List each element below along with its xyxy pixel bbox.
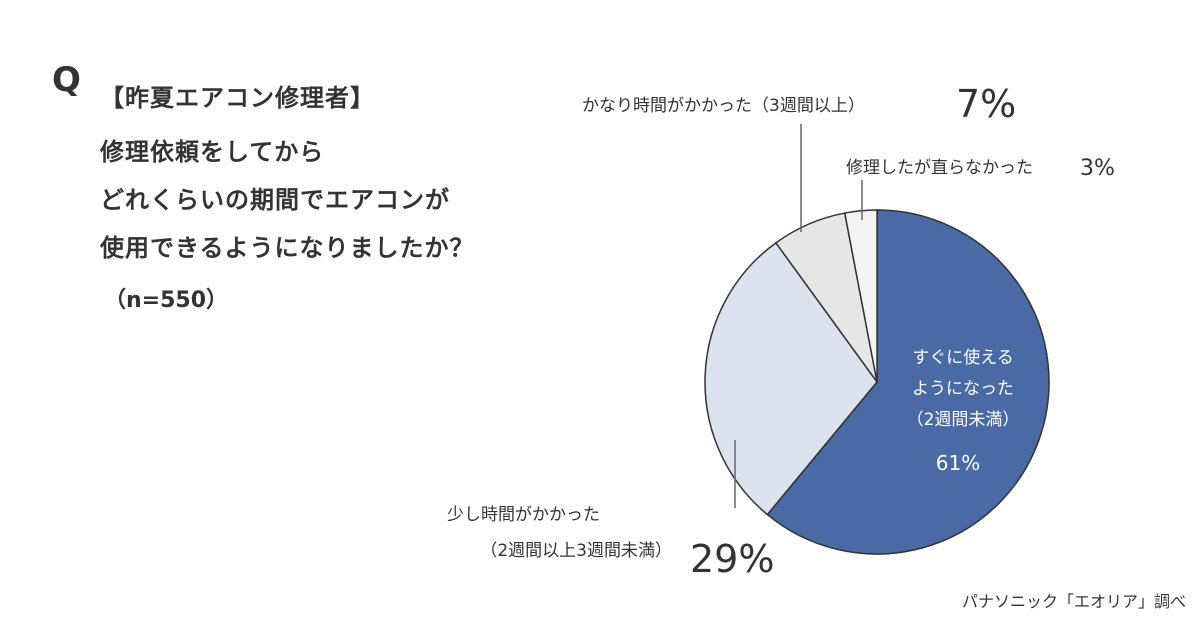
slice-label-long-time: かなり時間がかかった（3週間以上） — [582, 96, 865, 116]
question-mark: Q — [52, 60, 81, 100]
slice-label-not-fixed: 修理したが直らなかった — [846, 158, 1033, 178]
sample-size: （n=550） — [104, 288, 229, 313]
question-line: 修理依頼をしてから — [100, 138, 325, 166]
slice-label-some-time-line-2: （2週間以上3週間未満） — [480, 541, 672, 561]
question-text: 修理依頼をしてから どれくらいの期間でエアコンが 使用できるようになりましたか？ — [100, 128, 475, 272]
leader-lines — [734, 124, 863, 508]
question-line: 使用できるようになりましたか？ — [100, 234, 475, 262]
question-line: どれくらいの期間でエアコンが — [100, 186, 450, 214]
slice-value-immediate: 61% — [936, 451, 980, 475]
question-title: 【昨夏エアコン修理者】 — [100, 84, 375, 112]
slice-label-some-time-line-1: 少し時間がかかった — [447, 505, 600, 525]
slice-label-immediate-line-1: すぐに使える — [912, 347, 1014, 368]
slice-label-immediate-line-3: （2週間未満） — [907, 410, 1020, 430]
source-credit: パナソニック「エオリア」調べ — [961, 592, 1186, 611]
slice-immediate — [766, 209, 1050, 555]
slice-label-immediate-line-2: ようになった — [912, 379, 1014, 399]
slice-some-time — [704, 242, 878, 516]
pie-slices — [704, 209, 1050, 555]
slice-value-some-time: 29% — [690, 537, 774, 581]
slice-not-fixed — [844, 209, 878, 383]
slice-value-long-time: 7% — [956, 82, 1016, 126]
slice-value-not-fixed: 3% — [1080, 156, 1115, 181]
